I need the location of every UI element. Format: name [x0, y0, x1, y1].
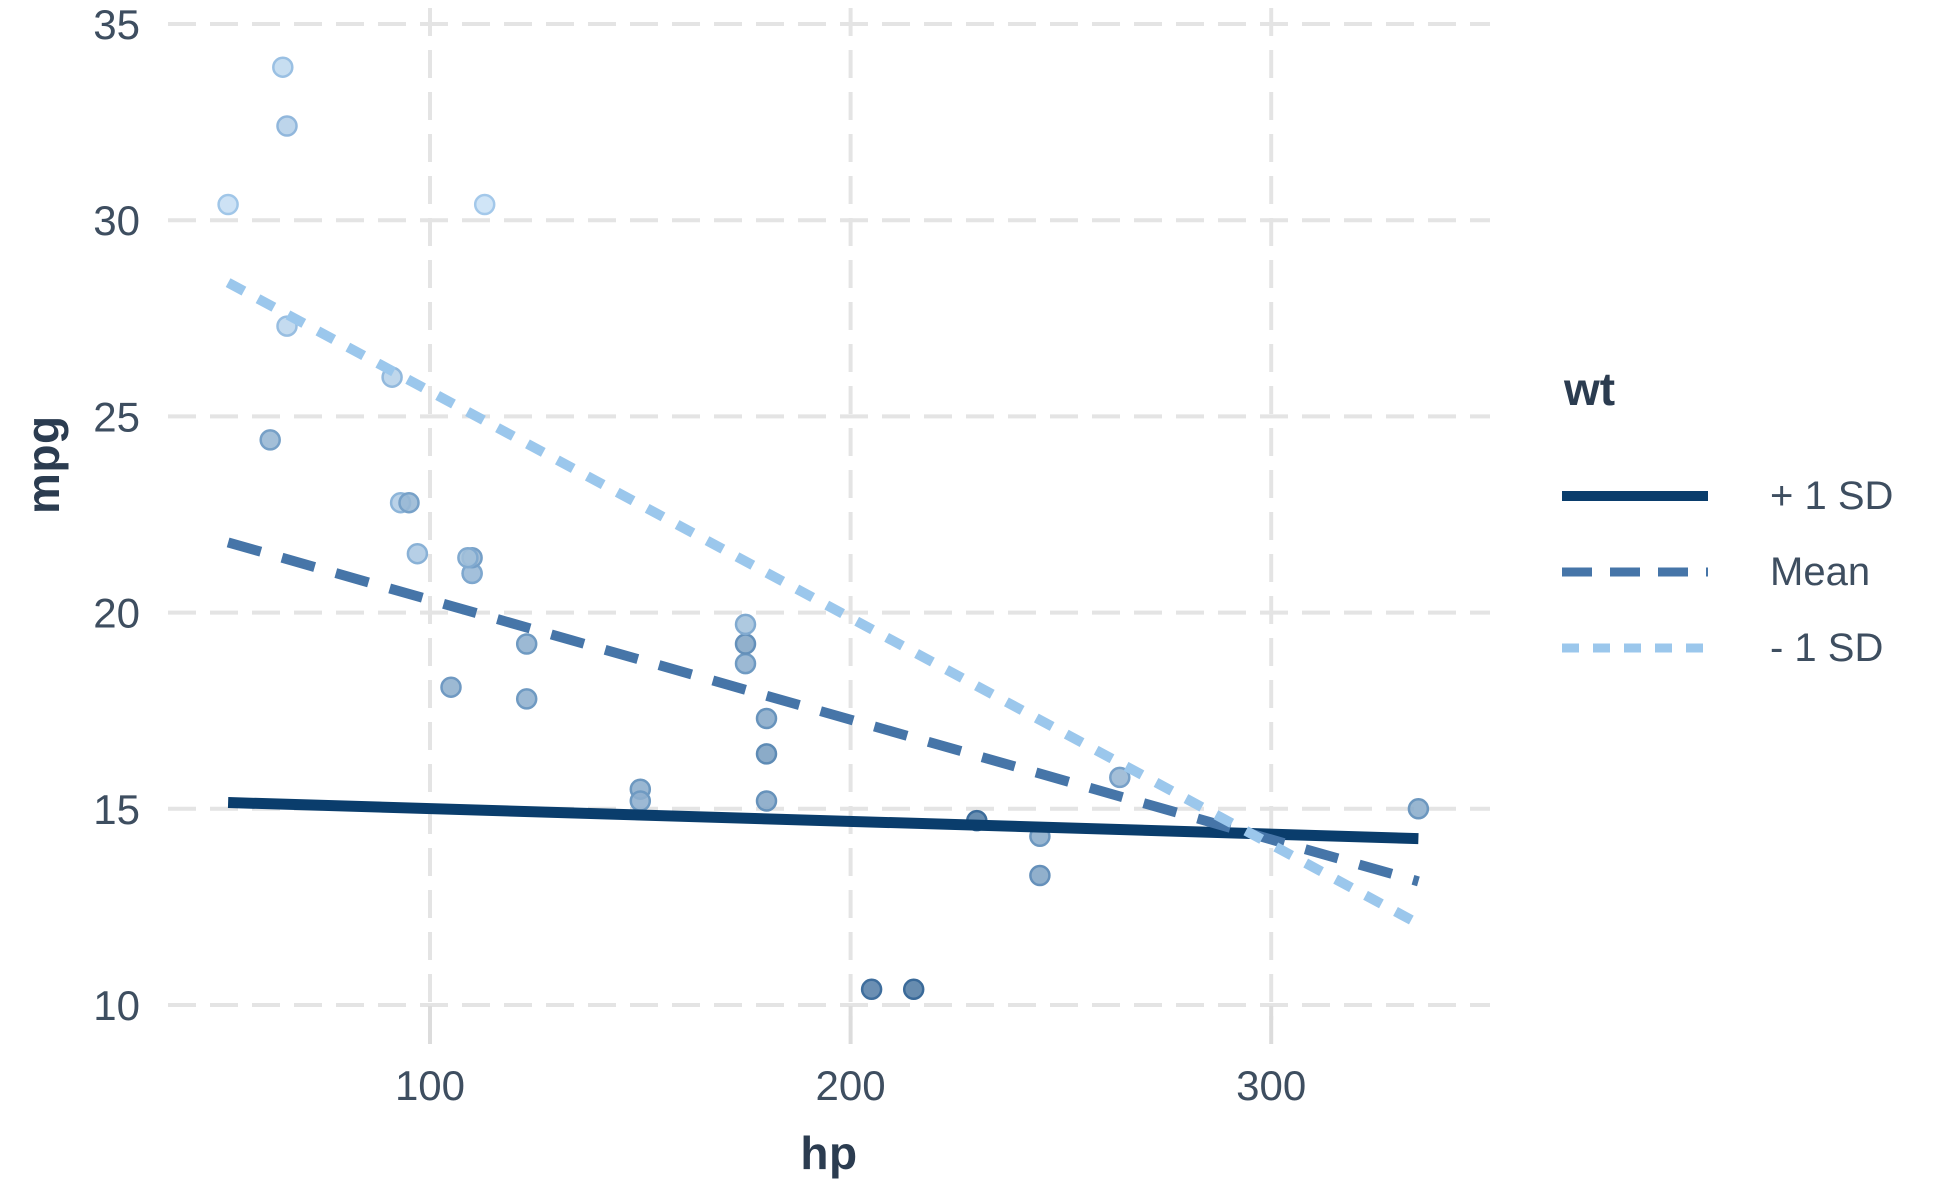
y-tick-label-25: 25	[93, 393, 140, 440]
data-point	[902, 978, 925, 1001]
y-tick-label-10: 10	[93, 982, 140, 1029]
data-point	[457, 546, 479, 569]
data-point	[734, 613, 757, 636]
scatter-points	[217, 56, 1430, 1001]
data-point	[515, 633, 538, 655]
legend-key-line	[1562, 566, 1708, 578]
line-Mean	[226, 537, 1420, 887]
data-point	[398, 491, 420, 514]
y-tick-label-35: 35	[93, 1, 140, 48]
data-point	[1029, 864, 1051, 887]
data-point	[1407, 798, 1430, 820]
regression-lines	[225, 278, 1421, 929]
legend-items: + 1 SD Mean - 1 SD	[1562, 458, 1942, 686]
legend-item-label: + 1 SD	[1770, 473, 1894, 518]
data-point	[755, 707, 778, 730]
axis-tick-marks	[428, 1006, 1274, 1044]
legend-item-+1SD: + 1 SD	[1562, 458, 1942, 534]
legend-key-line	[1562, 642, 1708, 654]
axis-tick-labels: 10 15 20 25 30 35 100 200 300	[93, 1, 1306, 1109]
y-tick-label-15: 15	[93, 786, 140, 833]
data-point	[629, 790, 652, 812]
data-point	[272, 56, 294, 78]
data-point	[515, 688, 538, 710]
data-point	[755, 790, 778, 812]
legend-item-label: Mean	[1770, 549, 1871, 594]
y-tick-label-20: 20	[93, 590, 140, 637]
x-tick-label-300: 300	[1236, 1062, 1306, 1109]
x-axis-title: hp	[800, 1127, 858, 1179]
data-point	[1109, 766, 1131, 789]
data-point	[734, 652, 757, 675]
data-point	[860, 978, 883, 1001]
data-point	[755, 743, 778, 765]
x-tick-label-100: 100	[395, 1062, 465, 1109]
legend-key-line	[1562, 490, 1708, 502]
data-point	[406, 542, 429, 565]
line-+1SD	[227, 797, 1419, 845]
line--1SD	[225, 278, 1421, 929]
data-point	[734, 633, 757, 655]
y-axis-title: mpg	[17, 415, 69, 514]
data-point	[276, 115, 298, 137]
legend-title: wt	[1564, 363, 1616, 415]
data-point	[473, 193, 496, 216]
y-tick-label-30: 30	[93, 197, 140, 244]
gridlines	[168, 8, 1490, 1020]
legend-item--1SD: - 1 SD	[1562, 610, 1942, 686]
legend-item-Mean: Mean	[1562, 534, 1942, 610]
legend-item-label: - 1 SD	[1770, 625, 1884, 670]
data-point	[217, 193, 239, 216]
x-tick-label-200: 200	[816, 1062, 886, 1109]
data-point	[259, 429, 281, 451]
legend: wt + 1 SD Mean - 1 SD	[1562, 362, 1942, 686]
data-point	[440, 676, 462, 698]
